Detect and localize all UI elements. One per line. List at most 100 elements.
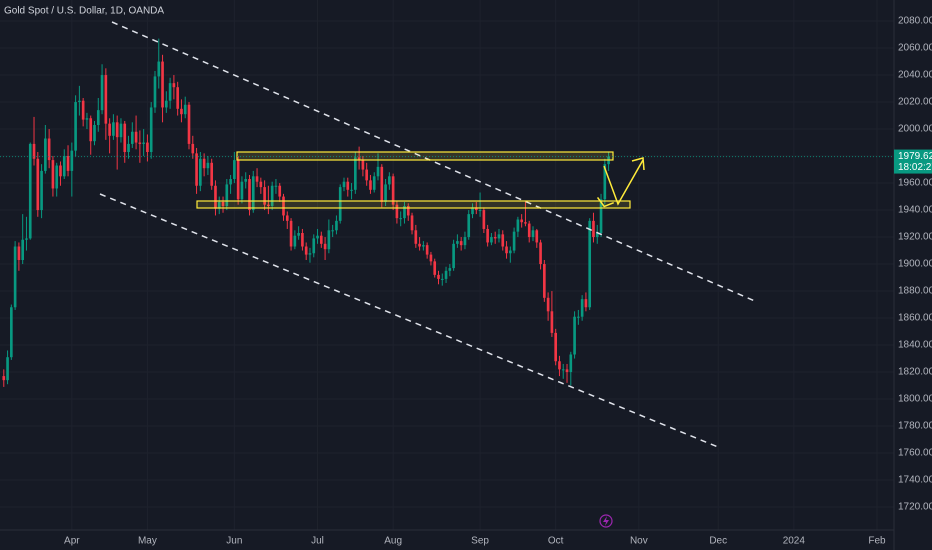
candle-body [259, 181, 263, 188]
candle-body [335, 220, 338, 231]
candle-body [108, 123, 111, 136]
candle-body [308, 253, 312, 255]
y-tick-label: 1840.000 [898, 340, 932, 351]
candle-body [127, 143, 130, 153]
candle-body [17, 246, 21, 261]
candle-body [206, 162, 210, 169]
candle-body [255, 176, 259, 182]
candle-body [210, 162, 214, 186]
y-tick-label: 1720.000 [898, 502, 932, 513]
trend-line [111, 21, 758, 303]
candle-body [452, 243, 455, 269]
candle-body [168, 83, 172, 101]
y-tick-label: 1920.000 [898, 232, 932, 243]
x-tick-label: 2024 [783, 536, 806, 547]
event-icon-bolt [603, 516, 609, 526]
candle-body [580, 299, 584, 317]
candle-body [187, 104, 191, 144]
x-tick-label: Aug [384, 536, 402, 547]
candle-body [535, 230, 539, 243]
x-tick-label: Dec [709, 536, 727, 547]
candle-body [505, 246, 508, 254]
candle-body [501, 234, 505, 247]
y-tick-label: 2020.000 [898, 97, 932, 108]
candle-body [172, 83, 176, 88]
candle-body [297, 233, 300, 236]
candle-body [285, 215, 289, 221]
candle-body [301, 233, 304, 247]
y-tick-label: 1820.000 [898, 367, 932, 378]
chart-title: Gold Spot / U.S. Dollar, 1D, OANDA [4, 6, 164, 17]
candle-body [403, 206, 406, 219]
candle-body [497, 234, 501, 239]
candle-body [165, 100, 168, 108]
candle-body [380, 166, 384, 202]
candle-body [369, 180, 372, 190]
support-zone [196, 200, 631, 209]
candle-body [384, 184, 387, 202]
candle-body [10, 307, 13, 358]
candle-body [293, 235, 297, 247]
candle-body [482, 210, 486, 229]
candle-body [539, 242, 542, 265]
candle-body [433, 261, 437, 275]
x-tick-label: Nov [630, 536, 648, 547]
x-tick-label: Oct [548, 536, 564, 547]
candle-body [123, 123, 127, 153]
candle-body [354, 157, 357, 190]
candle-body [448, 268, 452, 271]
resistance-zone [236, 151, 614, 161]
candle-body [85, 118, 89, 120]
candle-body [274, 185, 278, 187]
candle-body [195, 153, 198, 186]
candle-body [524, 222, 527, 224]
candle-body [142, 142, 145, 144]
candle-body [437, 274, 440, 279]
candle-body [36, 158, 40, 211]
candle-body [467, 214, 471, 238]
candle-body [527, 223, 531, 238]
candle-body [6, 357, 9, 381]
candle-body [134, 131, 138, 143]
candle-body [304, 246, 308, 255]
candle-body [406, 206, 410, 216]
candle-body [323, 243, 327, 250]
candle-body [459, 241, 463, 246]
candle-body [399, 218, 403, 220]
grid [0, 0, 894, 530]
y-tick-label: 1860.000 [898, 313, 932, 324]
candle-body [319, 235, 323, 244]
trend-line [99, 193, 719, 448]
candle-body [422, 245, 425, 247]
candle-body [93, 125, 96, 142]
arrow-head [596, 197, 614, 208]
countdown-label: 18:02:27 [898, 162, 932, 173]
projection-arrow [603, 159, 644, 206]
candle-body [554, 332, 558, 362]
candle-body [221, 201, 225, 207]
candle-body [225, 184, 229, 207]
candle-body [180, 108, 183, 115]
candle-body [199, 158, 202, 186]
candle-body [577, 316, 580, 318]
candle-body [592, 220, 595, 238]
candle-body [414, 230, 418, 244]
y-tick-label: 1880.000 [898, 286, 932, 297]
candle-body [149, 107, 153, 153]
candle-body [558, 361, 561, 370]
candle-body [350, 189, 353, 191]
candle-body [516, 219, 520, 232]
candle-body [508, 250, 512, 254]
candle-body [418, 243, 421, 247]
candle-body [263, 187, 266, 205]
candle-body [312, 238, 316, 254]
candle-body [444, 270, 448, 279]
candle-body [244, 179, 248, 182]
candle-body [104, 75, 108, 124]
candle-body [81, 100, 85, 120]
candle-body [40, 170, 43, 211]
y-tick-label: 2060.000 [898, 43, 932, 54]
candle-body [512, 231, 516, 251]
candle-body [550, 311, 554, 333]
